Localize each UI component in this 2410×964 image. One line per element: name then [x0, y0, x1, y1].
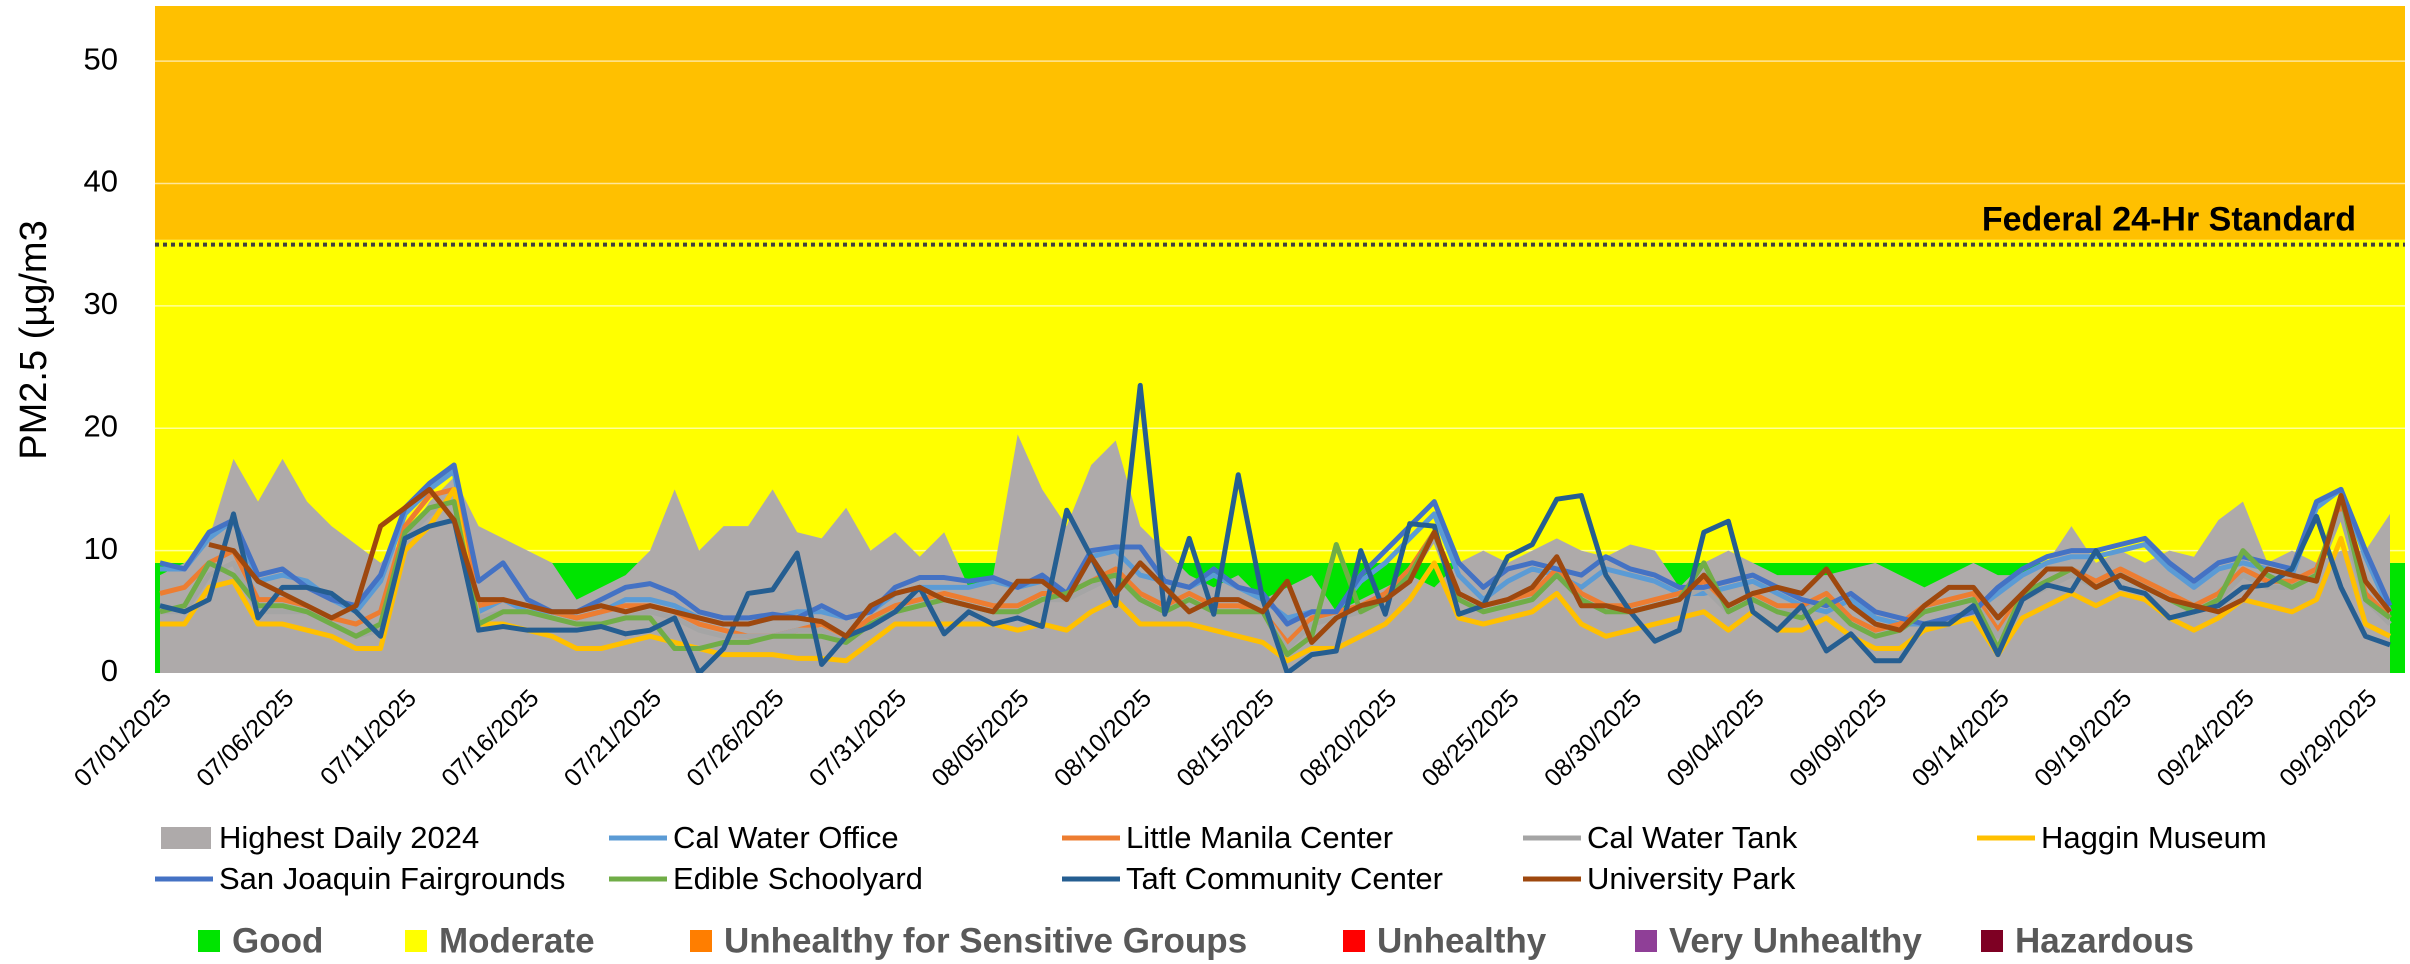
aqi-legend-swatch: [405, 930, 427, 952]
aqi-legend-label: Good: [232, 921, 323, 960]
x-tick-label: 07/21/2025: [559, 684, 667, 792]
x-tick-label: 08/30/2025: [1539, 684, 1647, 792]
x-tick-label: 07/26/2025: [681, 684, 789, 792]
x-tick-label: 09/09/2025: [1784, 684, 1892, 792]
aqi-legend-swatch: [198, 930, 220, 952]
aqi-legend-label: Unhealthy for Sensitive Groups: [724, 921, 1247, 960]
legend-label: Taft Community Center: [1126, 861, 1443, 896]
area: [160, 434, 2390, 673]
x-tick-label: 09/19/2025: [2029, 684, 2137, 792]
y-tick-label: 30: [84, 286, 118, 321]
aqi-legend-swatch: [1343, 930, 1365, 952]
legend-label: Highest Daily 2024: [219, 820, 479, 855]
x-tick-label: 09/04/2025: [1661, 684, 1769, 792]
y-axis-title: PM2.5 (µg/m3: [13, 220, 55, 459]
legend-swatch: [161, 827, 211, 849]
legend-label: Edible Schoolyard: [673, 861, 923, 896]
legend-label: Cal Water Tank: [1587, 820, 1798, 855]
x-tick-label: 07/11/2025: [315, 684, 422, 791]
y-tick-label: 50: [84, 41, 118, 76]
x-tick-label: 09/14/2025: [1907, 684, 2015, 792]
line: [208, 486, 2392, 645]
x-tick-label: 08/05/2025: [926, 684, 1034, 792]
y-tick-label: 20: [84, 408, 118, 443]
aqi-legend-label: Very Unhealthy: [1669, 921, 1922, 960]
plot: [155, 242, 2405, 673]
aqi-legend-label: Moderate: [439, 921, 595, 960]
aqi-legend-swatch: [1635, 930, 1657, 952]
legend-label: Little Manila Center: [1126, 820, 1393, 855]
legend-label: Haggin Museum: [2041, 820, 2267, 855]
aqi-legend-swatch: [690, 930, 712, 952]
x-tick-label: 07/16/2025: [436, 684, 544, 792]
aqi-legend-label: Unhealthy: [1377, 921, 1547, 960]
y-tick-label: 10: [84, 531, 118, 566]
grid: [155, 60, 2405, 552]
aqi-legend-swatch: [1981, 930, 2003, 952]
aqi-band: [155, 6, 2405, 240]
x-tick-label: 08/15/2025: [1171, 684, 1279, 792]
x-tick-label: 08/25/2025: [1416, 684, 1524, 792]
standard-label: Federal 24-Hr Standard: [1982, 201, 2356, 239]
x-tick-label: 07/06/2025: [191, 684, 299, 792]
line: [159, 462, 2393, 627]
aqi-legend-label: Hazardous: [2015, 921, 2194, 960]
x-tick-label: 08/10/2025: [1049, 684, 1157, 792]
y-tick-label: 40: [84, 164, 118, 199]
legend-label: Cal Water Office: [673, 820, 899, 855]
x-tick-label: 09/24/2025: [2152, 684, 2260, 792]
aqi-band: [155, 239, 2405, 563]
x-tick-label: 09/29/2025: [2274, 684, 2382, 792]
x-tick-label: 07/01/2025: [69, 684, 177, 792]
y-tick-label: 0: [101, 653, 118, 688]
x-tick-label: 08/20/2025: [1294, 684, 1402, 792]
legend-label: San Joaquin Fairgrounds: [219, 861, 565, 896]
line: [159, 382, 2391, 673]
legend-label: University Park: [1587, 861, 1796, 896]
x-tick-label: 07/31/2025: [804, 684, 912, 792]
